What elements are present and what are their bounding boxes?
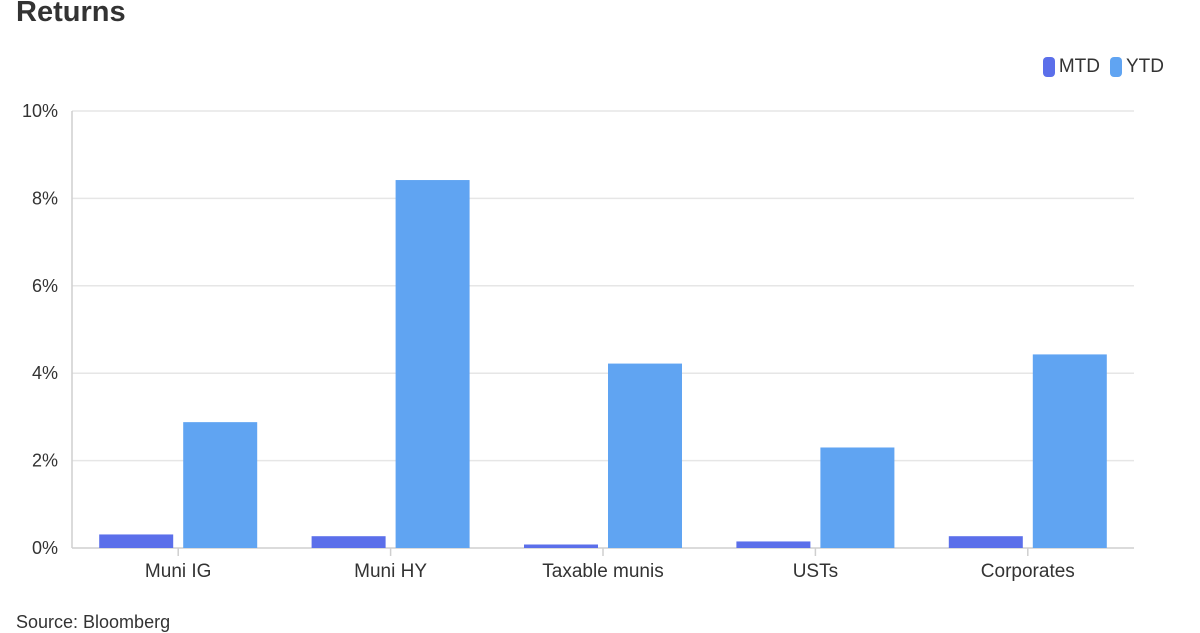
legend-swatch-ytd — [1110, 57, 1122, 77]
bar-mtd-corporates — [948, 536, 1023, 548]
legend-swatch-mtd — [1042, 57, 1055, 77]
x-tick-label: Corporates — [981, 561, 1075, 582]
chart-legend: MTD YTD — [1042, 56, 1164, 78]
bar-mtd-muni-hy — [311, 536, 386, 548]
y-tick-label: 8% — [32, 188, 58, 208]
bar-ytd-corporates — [1032, 354, 1107, 548]
y-tick-label: 4% — [32, 363, 58, 383]
legend-item-mtd[interactable]: MTD — [1042, 56, 1100, 78]
legend-item-ytd[interactable]: YTD — [1110, 56, 1164, 78]
x-tick-label: USTs — [793, 561, 838, 582]
bar-mtd-taxable-munis — [524, 544, 598, 548]
bar-ytd-muni-ig — [183, 422, 258, 548]
chart-title: Returns — [16, 0, 126, 28]
x-tick-label: Muni IG — [145, 561, 212, 582]
bar-ytd-muni-hy — [395, 180, 470, 548]
legend-label-ytd: YTD — [1126, 56, 1164, 77]
source-note: Source: Bloomberg — [16, 612, 171, 632]
bar-ytd-taxable-munis — [608, 363, 682, 548]
bar-mtd-usts — [736, 541, 811, 548]
x-tick-label: Muni HY — [354, 561, 427, 582]
y-tick-label: 6% — [32, 276, 58, 296]
y-tick-label: 2% — [32, 451, 58, 471]
legend-label-mtd: MTD — [1058, 56, 1100, 77]
y-tick-label: 0% — [32, 538, 58, 558]
bar-mtd-muni-ig — [99, 534, 174, 548]
y-tick-label: 10% — [22, 101, 58, 121]
x-tick-label: Taxable munis — [542, 561, 663, 582]
bar-ytd-usts — [820, 447, 895, 548]
